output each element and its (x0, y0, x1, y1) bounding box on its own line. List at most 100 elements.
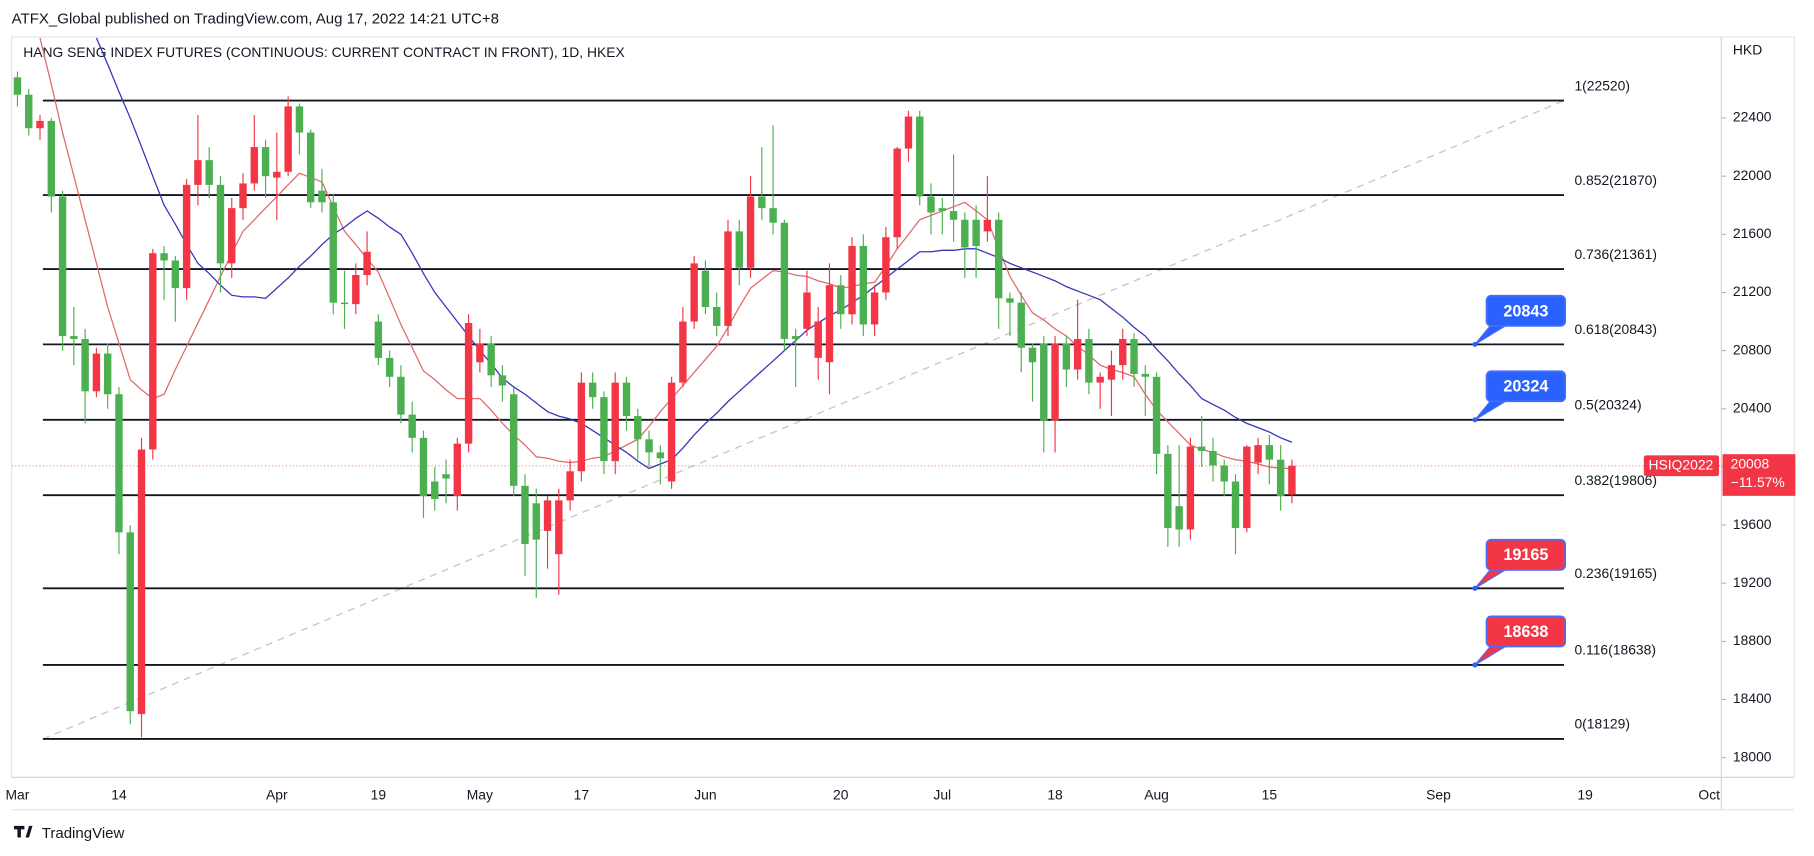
x-tick-label: 20 (833, 787, 849, 803)
change-label: −11.57% (1731, 474, 1785, 490)
x-tick-label: Sep (1426, 787, 1451, 803)
candle-body (318, 190, 326, 203)
y-tick-label: 21200 (1733, 283, 1772, 299)
candle-body (205, 160, 213, 185)
candle-body (588, 382, 597, 398)
candle-body (746, 196, 755, 268)
candle-body (859, 245, 868, 325)
candle-body (25, 94, 33, 129)
candle-body (137, 449, 146, 715)
candle-body (566, 471, 574, 501)
candle-body (510, 394, 518, 486)
candle-body (1152, 376, 1161, 454)
x-tick-label: Jul (933, 787, 951, 803)
candle-body (464, 322, 473, 444)
candle-body (791, 336, 800, 339)
y-tick-label: 18400 (1733, 690, 1772, 706)
y-tick-label: 21600 (1733, 225, 1772, 241)
x-tick-label: Aug (1144, 787, 1169, 803)
candle-body (352, 275, 360, 305)
candle-body (600, 397, 608, 462)
candle-body (92, 353, 101, 392)
x-tick-label: Jun (694, 787, 716, 803)
x-tick-label: Oct (1698, 787, 1720, 803)
fib-trend-line (42, 99, 1565, 740)
candle-body (13, 77, 22, 95)
y-tick-label: 18000 (1733, 748, 1772, 764)
candle-body (487, 343, 495, 376)
moving-average-line (39, 37, 1292, 470)
candle-body (758, 196, 766, 209)
candle-body (1276, 459, 1285, 497)
callout-box (1485, 615, 1567, 648)
candle-body (1085, 338, 1093, 383)
callout-anchor (1472, 585, 1478, 591)
candle-body (1028, 347, 1037, 363)
candle-body (126, 532, 134, 712)
candle-body (194, 160, 202, 185)
candle-body (1186, 446, 1195, 530)
candle-body (679, 321, 687, 383)
candle-body (1288, 465, 1296, 495)
x-tick-label: 19 (371, 787, 387, 803)
candle-body (927, 196, 935, 213)
fib-level-label: 0.618(20843) (1574, 321, 1657, 337)
fib-level-label: 0.736(21361) (1574, 246, 1657, 262)
candle-body (532, 503, 540, 540)
callout-box (1485, 538, 1567, 571)
candle-body (228, 208, 236, 264)
x-tick-label: Apr (266, 787, 288, 803)
candle-body (577, 382, 586, 472)
candle-body (983, 219, 992, 232)
candle-body (453, 443, 462, 497)
callout-anchor (1472, 662, 1478, 668)
x-tick-label: 18 (1047, 787, 1063, 803)
candle-body (1209, 450, 1217, 466)
fib-level-label: 0.382(19806) (1574, 472, 1657, 488)
fib-level-label: 0(18129) (1574, 716, 1630, 732)
y-tick-label: 20800 (1733, 341, 1772, 357)
x-tick-label: 19 (1577, 787, 1593, 803)
candle-body (1062, 343, 1071, 370)
candle-body (870, 292, 879, 325)
callout-label: 20324 (1503, 378, 1548, 396)
candle-body (103, 353, 112, 395)
candle-body (713, 307, 721, 326)
candle-body (419, 437, 428, 497)
candle-body (611, 382, 619, 462)
candle-body (645, 439, 653, 453)
symbol-label: HSIQ2022 (1648, 456, 1713, 472)
candle-body (814, 321, 822, 358)
plot-area (11, 37, 1722, 740)
candle-body (667, 382, 676, 482)
y-tick-label: 19200 (1733, 574, 1772, 590)
candle-body (994, 219, 1003, 299)
symbol-box (1643, 455, 1720, 477)
candle-body (1141, 373, 1149, 377)
candle-body (949, 211, 958, 220)
callout-anchor (1472, 341, 1478, 347)
x-tick-label: 17 (574, 787, 590, 803)
candle-body (825, 285, 834, 363)
candle-body (295, 106, 304, 133)
candle-body (216, 184, 225, 264)
candle-body (1175, 506, 1183, 530)
candle-body (961, 219, 969, 248)
y-tick-label: 22000 (1733, 167, 1772, 183)
y-tick-label: 19600 (1733, 516, 1772, 532)
candle-body (284, 106, 292, 172)
candle-body (1220, 465, 1228, 482)
callout-label: 20843 (1503, 302, 1548, 320)
fib-level-label: 1(22520) (1574, 77, 1630, 93)
x-tick-label: May (467, 787, 493, 803)
candle-body (1096, 376, 1104, 383)
candle-body (1040, 343, 1048, 421)
candle-body (1073, 338, 1082, 370)
fib-level-label: 0.236(19165) (1574, 565, 1657, 581)
y-tick-label: 20400 (1733, 399, 1772, 415)
candle-body (622, 382, 631, 417)
candle-body (1231, 481, 1240, 528)
x-tick-label: 15 (1262, 787, 1278, 803)
candle-body (261, 147, 270, 177)
